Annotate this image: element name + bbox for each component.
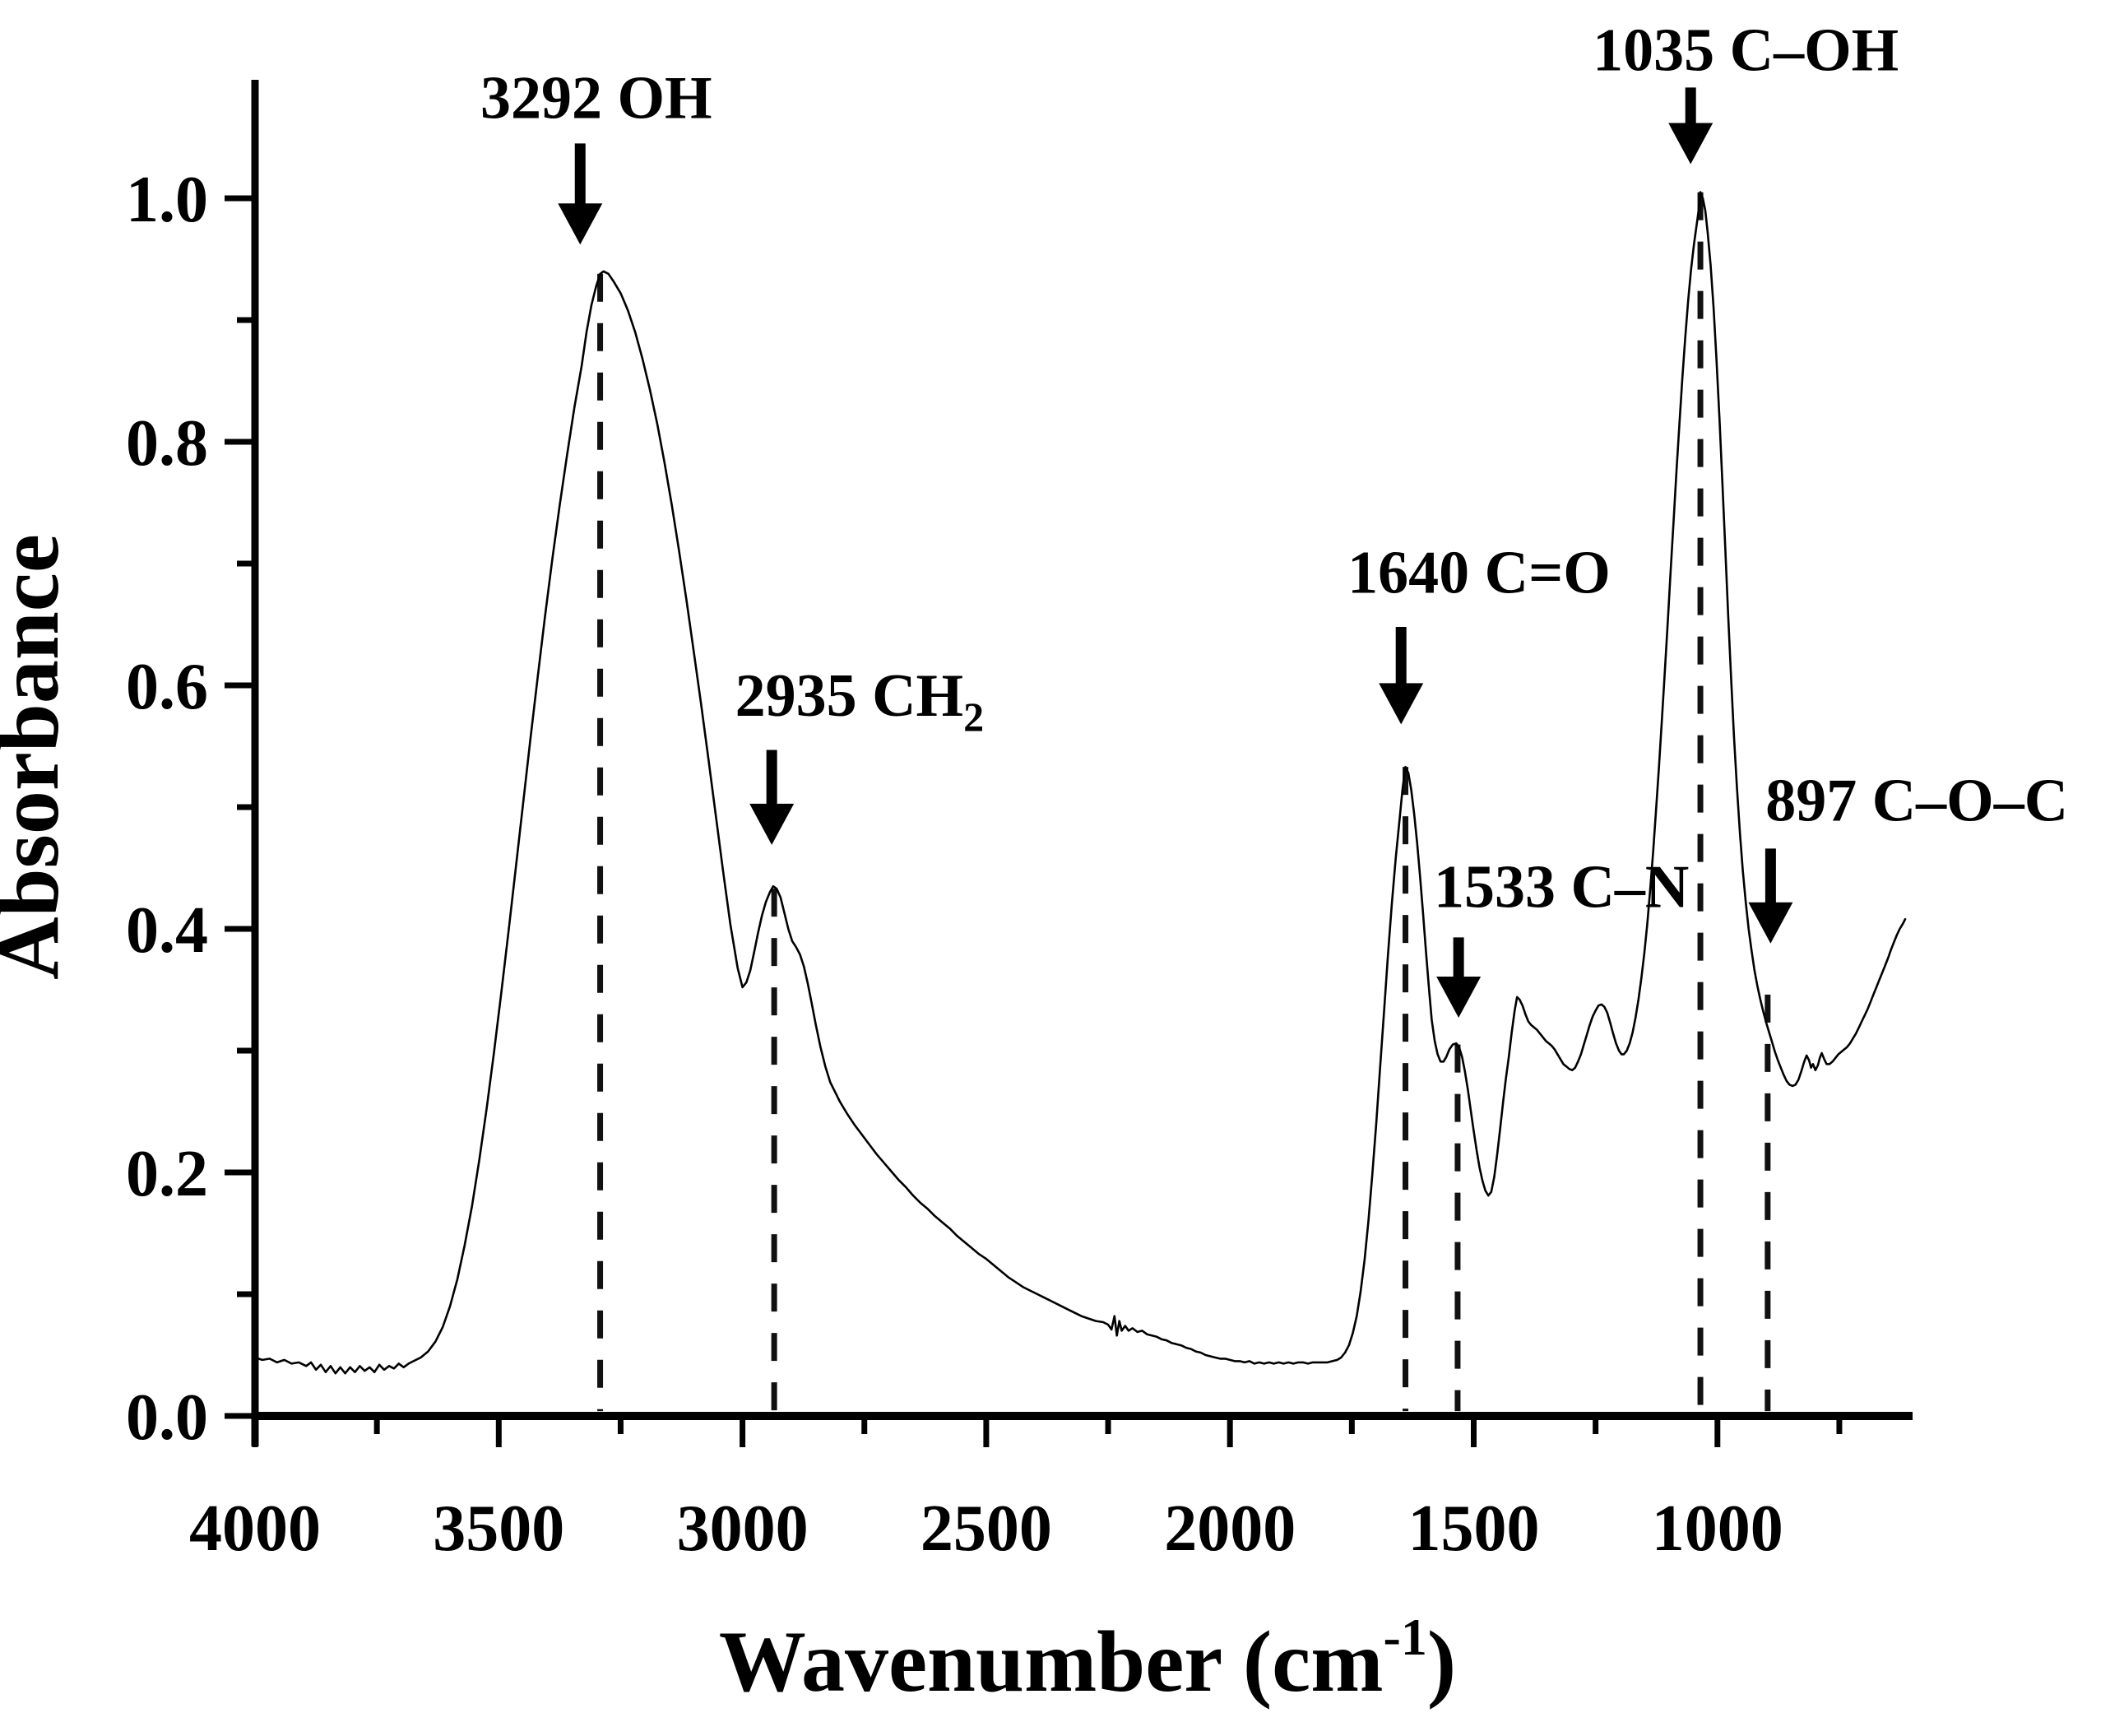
annotation-arrow-head bbox=[558, 203, 603, 245]
peak-annotation-label: 3292 OH bbox=[480, 64, 712, 132]
x-axis-tick-label: 4000 bbox=[189, 1492, 321, 1565]
y-axis-tick-label: 0.8 bbox=[126, 407, 208, 480]
peak-annotation-label: 1035 C–OH bbox=[1593, 17, 1899, 85]
peak-annotation-label: 897 C–O–C bbox=[1765, 767, 2068, 834]
x-axis-tick-label: 1500 bbox=[1408, 1492, 1540, 1565]
annotation-arrow-head bbox=[1379, 683, 1424, 725]
annotation-arrow-head bbox=[749, 803, 795, 845]
x-axis-title: Wavenumber (cm-1) bbox=[719, 1608, 1456, 1710]
y-axis-tick-label: 1.0 bbox=[126, 164, 208, 236]
x-axis-tick-label: 3500 bbox=[433, 1492, 564, 1565]
peak-annotation-label: 1533 C–N bbox=[1434, 853, 1689, 921]
annotation-arrow-head bbox=[1748, 902, 1793, 944]
x-axis-tick-label: 2500 bbox=[921, 1492, 1052, 1565]
y-axis-tick-label: 0.6 bbox=[126, 651, 208, 723]
annotation-arrow-head bbox=[1668, 123, 1714, 165]
y-axis-tick-label: 0.0 bbox=[126, 1381, 208, 1454]
y-axis-tick-label: 0.4 bbox=[126, 894, 208, 967]
peak-annotation-label: 2935 CH2 bbox=[735, 662, 985, 740]
annotation-arrow-head bbox=[1436, 977, 1482, 1019]
x-axis-tick-label: 1000 bbox=[1652, 1492, 1783, 1565]
y-axis-title: Absorbance bbox=[0, 534, 77, 980]
x-axis-tick-label: 3000 bbox=[677, 1492, 809, 1565]
peak-annotation-label: 1640 C=O bbox=[1347, 540, 1611, 607]
y-axis-tick-label: 0.2 bbox=[126, 1138, 208, 1210]
x-axis-tick-label: 2000 bbox=[1164, 1492, 1296, 1565]
spectrum-curve bbox=[253, 191, 1907, 1375]
